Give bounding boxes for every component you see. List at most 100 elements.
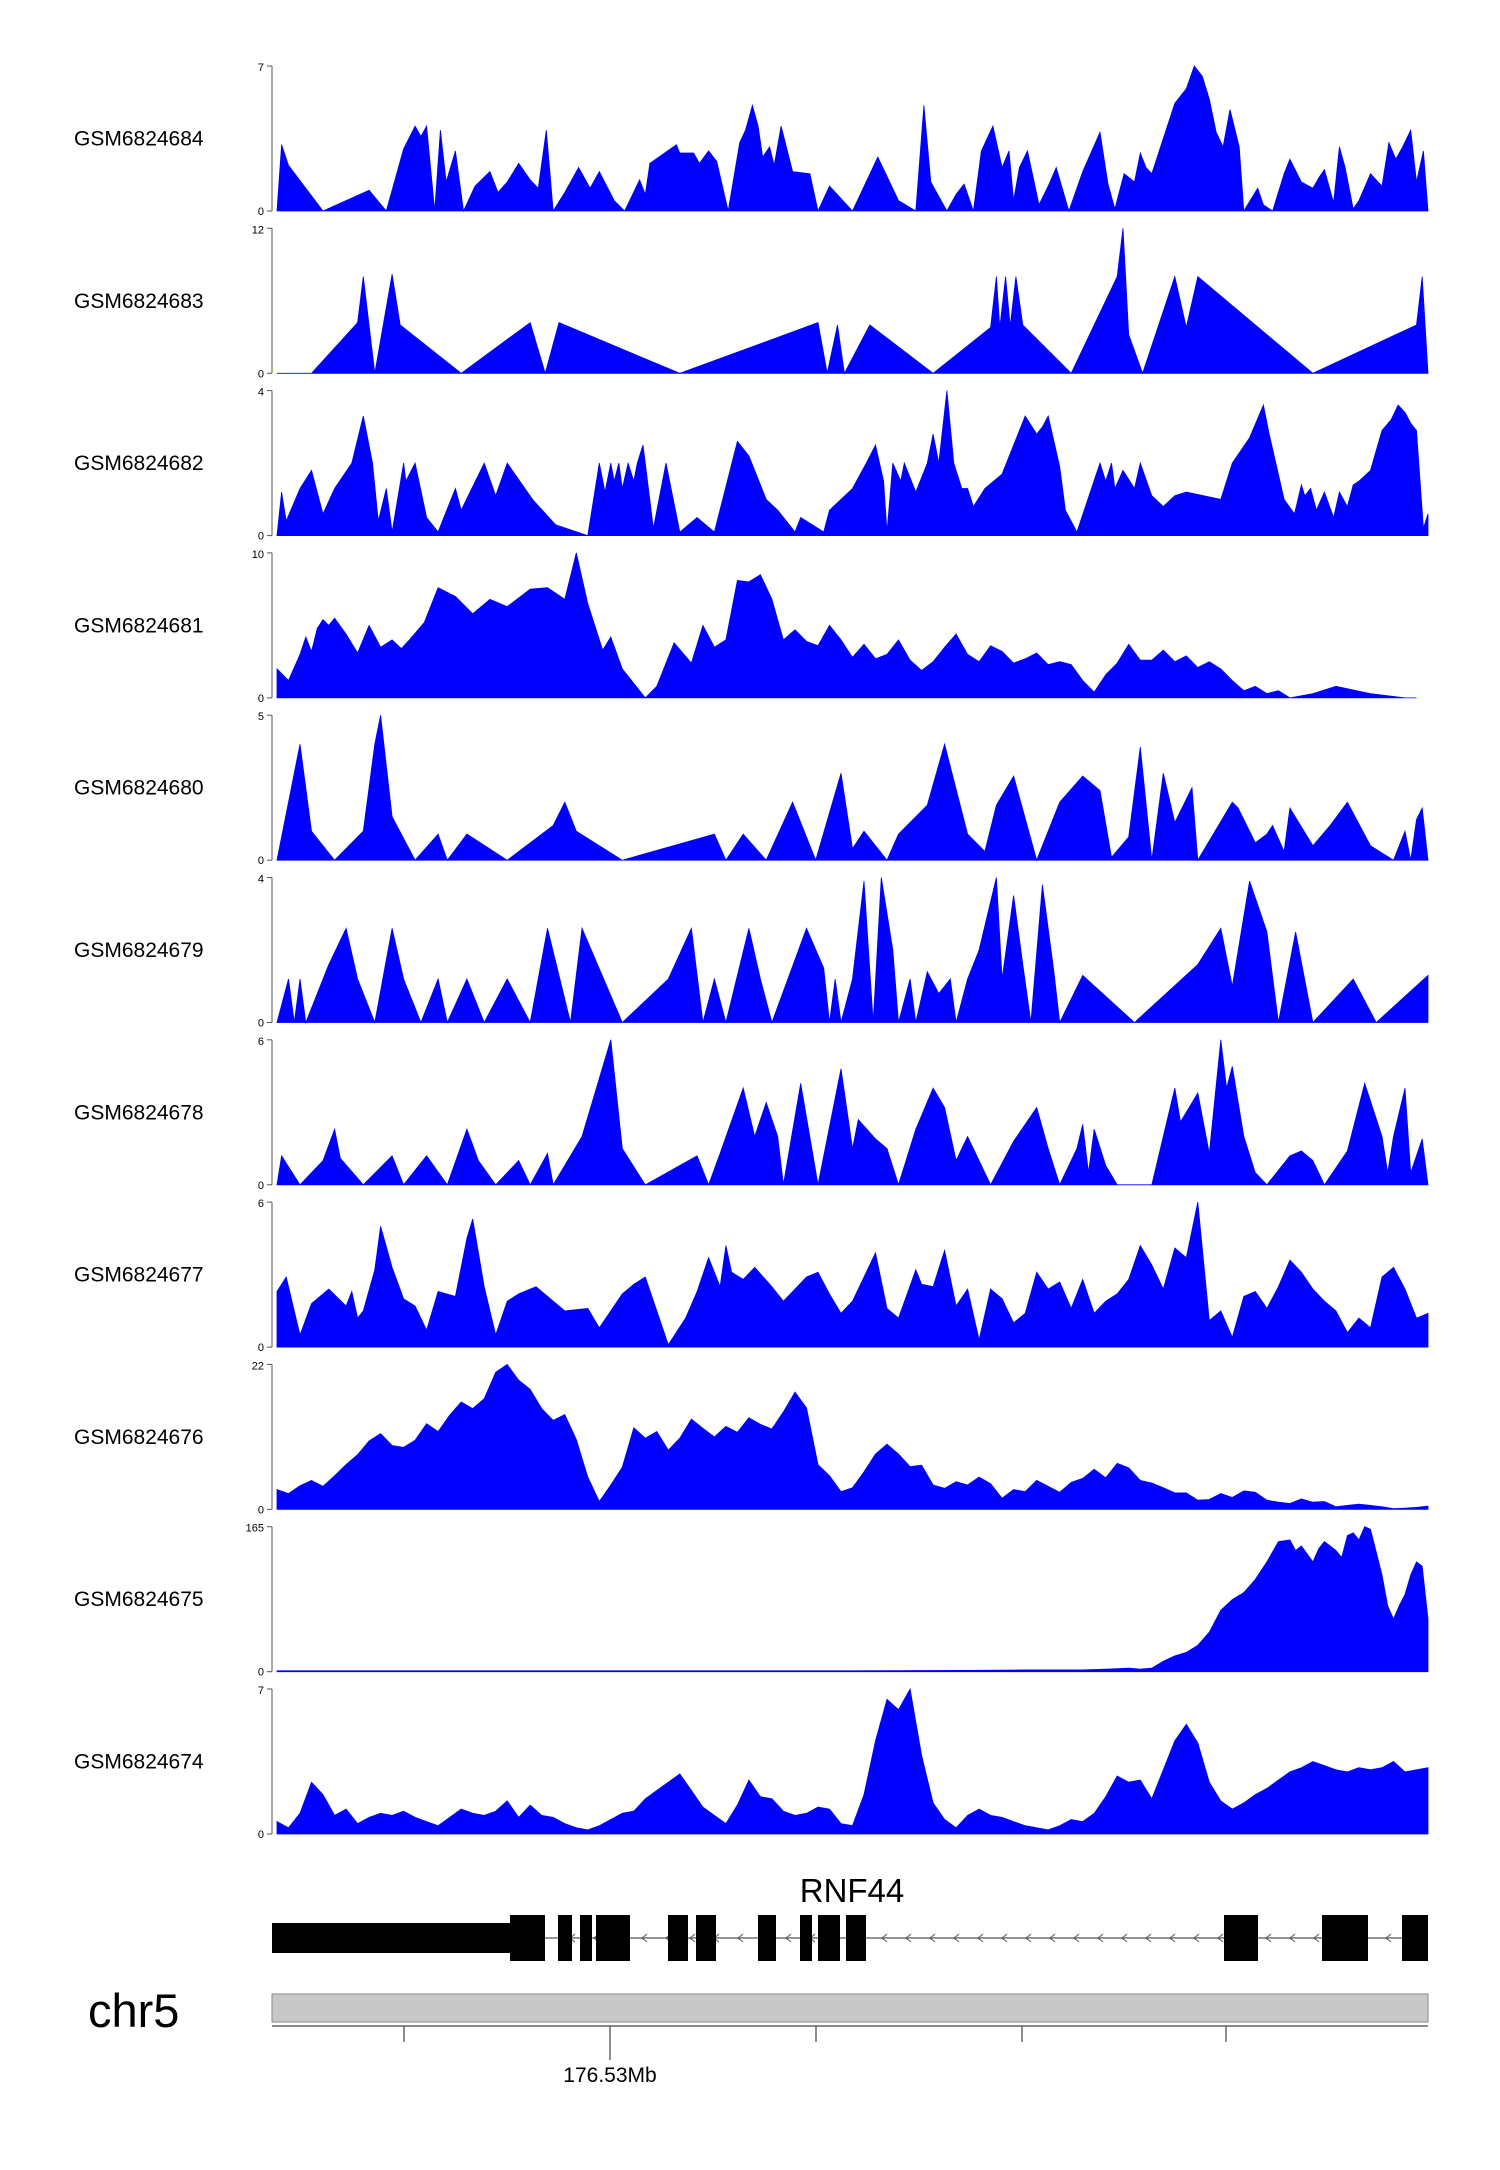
strand-arrow (1049, 1933, 1056, 1943)
strand-arrow (689, 1933, 696, 1943)
y-tick-label-min: 0 (258, 1667, 264, 1679)
strand-arrow (641, 1933, 648, 1943)
gene-exon-block (696, 1915, 716, 1961)
signal-area (276, 1039, 1429, 1187)
track-GSM6824674: GSM6824674 7 0 (74, 1685, 1429, 1841)
y-tick-label-min: 0 (258, 693, 264, 705)
strand-arrow (1073, 1933, 1080, 1943)
signal-area (276, 552, 1417, 699)
signal-area (276, 1202, 1429, 1348)
strand-arrow (953, 1933, 960, 1943)
gene-exon-block (1322, 1915, 1368, 1961)
x-tick-label: 176.53Mb (563, 2064, 656, 2087)
gene-exon-block (1402, 1915, 1428, 1961)
track-GSM6824677: GSM6824677 6 0 (74, 1198, 1429, 1354)
track-label: GSM6824682 (74, 452, 204, 475)
track-label: GSM6824674 (74, 1751, 204, 1774)
y-tick-label-min: 0 (258, 1180, 264, 1192)
y-tick-label-max: 12 (252, 224, 264, 236)
gene-exon-block (758, 1915, 776, 1961)
track-GSM6824676: GSM6824676 22 0 (74, 1360, 1429, 1516)
track-label: GSM6824678 (74, 1101, 204, 1124)
strand-arrow (1385, 1933, 1392, 1943)
y-tick-label-max: 22 (252, 1360, 264, 1372)
gene-exon-block (596, 1915, 630, 1961)
track-label: GSM6824680 (74, 777, 204, 800)
track-GSM6824682: GSM6824682 4 0 (74, 387, 1429, 543)
gene-exon-block (510, 1915, 518, 1961)
strand-arrow (1169, 1933, 1176, 1943)
y-tick-label-min: 0 (258, 368, 264, 380)
strand-arrow (1001, 1933, 1008, 1943)
strand-arrow (1217, 1933, 1224, 1943)
gene-exon-block (580, 1915, 592, 1961)
strand-arrow (929, 1933, 936, 1943)
y-tick-label-max: 4 (258, 387, 264, 399)
signal-area (276, 1687, 1429, 1835)
track-GSM6824678: GSM6824678 6 0 (74, 1036, 1429, 1192)
signal-area (277, 228, 1429, 375)
strand-arrow (1265, 1933, 1272, 1943)
y-tick-label-min: 0 (258, 1504, 264, 1516)
gene-exon-block (846, 1915, 866, 1961)
y-tick-label-min: 0 (258, 531, 264, 543)
y-tick-label-max: 6 (258, 1036, 264, 1048)
signal-area (276, 715, 1429, 862)
gene-name-label: RNF44 (800, 1872, 905, 1909)
y-tick-label-min: 0 (258, 1829, 264, 1841)
track-label: GSM6824681 (74, 614, 204, 637)
y-tick-label-min: 0 (258, 206, 264, 218)
signal-area (276, 1363, 1429, 1510)
track-label: GSM6824683 (74, 290, 204, 313)
y-tick-label-max: 10 (252, 549, 264, 561)
signal-area (276, 1526, 1429, 1673)
y-tick-label-max: 6 (258, 1198, 264, 1210)
chromosome-track: chr5 176.53Mb (88, 1984, 1429, 2087)
track-label: GSM6824679 (74, 939, 204, 962)
gene-track: RNF44 (272, 1872, 1428, 1961)
y-tick-label-max: 5 (258, 711, 264, 723)
gene-exon-block (818, 1915, 840, 1961)
y-tick-label-max: 4 (258, 874, 264, 886)
gene-exon-block (558, 1915, 572, 1961)
gene-exon-block (800, 1915, 812, 1961)
track-GSM6824675: GSM6824675 165 0 (74, 1523, 1429, 1679)
strand-arrow (737, 1933, 744, 1943)
strand-arrow (1313, 1933, 1320, 1943)
strand-arrow (977, 1933, 984, 1943)
strand-arrow (881, 1933, 888, 1943)
strand-arrow (1097, 1933, 1104, 1943)
data-tracks: GSM682468470GSM6824683120GSM682468240GSM… (74, 62, 1429, 1841)
gene-exon-block (668, 1915, 688, 1961)
strand-arrow (905, 1933, 912, 1943)
track-GSM6824681: GSM6824681 10 0 (74, 549, 1417, 705)
y-tick-label-max: 7 (258, 1685, 264, 1697)
gene-exon-block (1224, 1915, 1258, 1961)
track-GSM6824683: GSM6824683 12 0 (74, 224, 1429, 380)
y-tick-label-max: 7 (258, 62, 264, 74)
strand-arrow (1289, 1933, 1296, 1943)
gene-utr-block (272, 1923, 512, 1953)
track-label: GSM6824684 (74, 128, 204, 151)
track-GSM6824680: GSM6824680 5 0 (74, 711, 1429, 867)
y-tick-label-min: 0 (258, 1342, 264, 1354)
y-tick-label-min: 0 (258, 1018, 264, 1030)
chromosome-band (271, 1993, 1429, 2023)
strand-arrow (1193, 1933, 1200, 1943)
track-GSM6824684: GSM6824684 7 0 (74, 62, 1429, 218)
y-tick-label-min: 0 (258, 855, 264, 867)
gene-exon-block (518, 1915, 545, 1961)
strand-arrow (1025, 1933, 1032, 1943)
strand-arrow (1145, 1933, 1152, 1943)
signal-area (276, 390, 1429, 537)
track-label: GSM6824676 (74, 1426, 204, 1449)
y-tick-label-max: 165 (246, 1523, 264, 1535)
track-GSM6824679: GSM6824679 4 0 (74, 874, 1429, 1030)
signal-area (276, 65, 1429, 213)
track-label: GSM6824677 (74, 1264, 204, 1287)
strand-arrow (785, 1933, 792, 1943)
strand-arrow (1121, 1933, 1128, 1943)
chromosome-label: chr5 (88, 1984, 179, 2037)
signal-area (276, 877, 1429, 1025)
